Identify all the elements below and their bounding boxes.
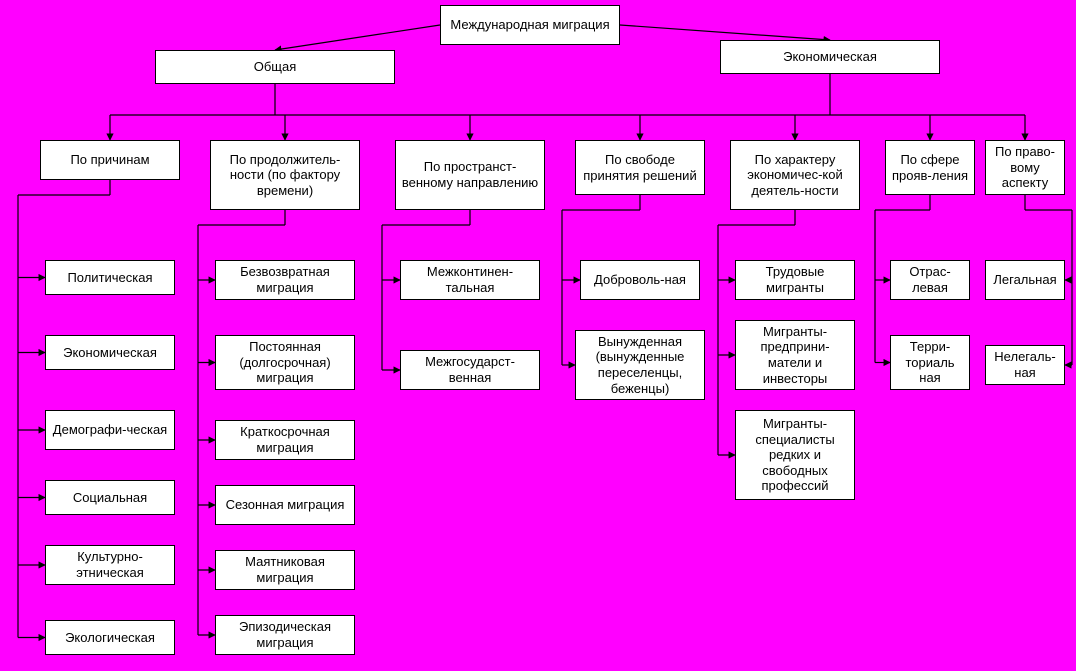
node-c1_2: Экономическая [45,335,175,370]
diagram-canvas: Международная миграция Общая Экономическая… [0,0,1076,671]
node-c2_3: Краткосрочная миграция [215,420,355,460]
node-obsh: Общая [155,50,395,84]
node-cat6: По сфере прояв-ления [885,140,975,195]
node-cat4: По свободе принятия решений [575,140,705,195]
node-cat2: По продолжитель-ности (по фактору времен… [210,140,360,210]
node-cat1: По причинам [40,140,180,180]
node-c2_6: Эпизодическая миграция [215,615,355,655]
node-c2_4: Сезонная миграция [215,485,355,525]
node-cat5: По характеру экономичес-кой деятель-ност… [730,140,860,210]
node-c2_5: Маятниковая миграция [215,550,355,590]
node-c3_1: Межконтинен-тальная [400,260,540,300]
node-c7_1: Легальная [985,260,1065,300]
node-c1_1: Политическая [45,260,175,295]
node-cat3: По пространст-венному направлению [395,140,545,210]
node-c7_2: Нелегаль-ная [985,345,1065,385]
node-c1_4: Социальная [45,480,175,515]
node-c4_2: Вынужденная (вынужденные переселенцы, бе… [575,330,705,400]
node-econ: Экономическая [720,40,940,74]
node-c2_2: Постоянная (долгосрочная) миграция [215,335,355,390]
node-cat7: По право-вому аспекту [985,140,1065,195]
node-c2_1: Безвозвратная миграция [215,260,355,300]
node-c5_1: Трудовые мигранты [735,260,855,300]
node-c5_3: Мигранты-специалисты редких и свободных … [735,410,855,500]
node-c6_1: Отрас-левая [890,260,970,300]
node-c5_2: Мигранты-предприни-матели и инвесторы [735,320,855,390]
node-c1_5: Культурно-этническая [45,545,175,585]
node-c3_2: Межгосударст-венная [400,350,540,390]
node-c1_6: Экологическая [45,620,175,655]
node-c4_1: Доброволь-ная [580,260,700,300]
node-c6_2: Терри-ториаль ная [890,335,970,390]
node-c1_3: Демографи-ческая [45,410,175,450]
node-root: Международная миграция [440,5,620,45]
